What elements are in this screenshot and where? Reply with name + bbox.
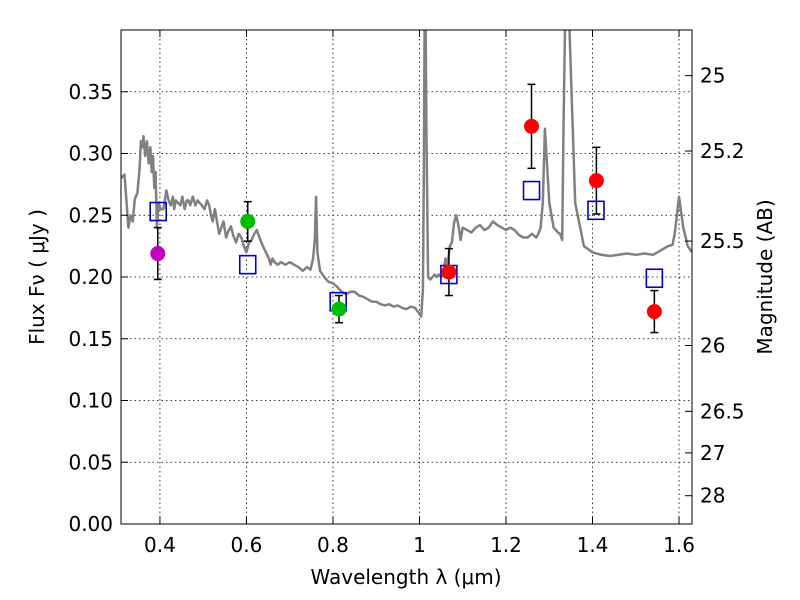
y-tick-label: 0.30 <box>68 142 113 166</box>
x-axis-label: Wavelength λ (μm) <box>310 565 501 589</box>
x-tick-label: 0.6 <box>231 533 263 557</box>
y-tick-label: 0.20 <box>68 265 113 289</box>
y-tick-label: 0.35 <box>68 80 113 104</box>
model-square <box>522 180 541 201</box>
observed-point <box>331 301 347 317</box>
right-tick-label: 25.5 <box>700 229 745 253</box>
observed-point <box>240 213 256 229</box>
right-tick-label: 26 <box>700 333 725 357</box>
right-tick-label: 26.5 <box>700 399 745 423</box>
model-square <box>238 254 257 275</box>
x-tick-label: 0.8 <box>317 533 349 557</box>
y-tick-label: 0.00 <box>68 512 113 536</box>
right-tick-label: 27 <box>700 441 725 465</box>
observed-point <box>588 173 604 189</box>
model-square <box>645 268 664 289</box>
grid <box>121 30 692 525</box>
right-tick-label: 25.2 <box>700 139 745 163</box>
x-tick-label: 1.6 <box>663 533 695 557</box>
y-tick-label: 0.25 <box>68 203 113 227</box>
observed-point <box>441 264 457 280</box>
model-photometry-layer <box>149 180 664 312</box>
x-tick-label: 1 <box>413 533 426 557</box>
observed-point <box>646 304 662 320</box>
tick-layer: 0.4 0.6 0.8 1 1.2 1.4 1.6 0.00 0.05 0.10 0.15 0.20 0… <box>68 30 745 557</box>
y-tick-label: 0.15 <box>68 327 113 351</box>
right-axis-label: Magnitude (AB) <box>753 199 777 354</box>
observed-point <box>524 118 540 134</box>
y-tick-label: 0.10 <box>68 389 113 413</box>
errorbar-layer <box>153 83 659 334</box>
x-tick-label: 1.2 <box>490 533 522 557</box>
y-axis-label: Flux Fν ( μJy ) <box>25 209 49 345</box>
model-square <box>149 201 168 222</box>
right-tick-label: 25 <box>700 64 725 88</box>
spectrum-layer <box>121 30 692 318</box>
right-tick-label: 28 <box>700 484 725 508</box>
observed-point <box>150 246 166 262</box>
x-tick-label: 1.4 <box>577 533 609 557</box>
observed-photometry-layer <box>150 118 662 320</box>
spectrum-line <box>121 30 692 318</box>
y-tick-label: 0.05 <box>68 450 113 474</box>
model-square <box>587 200 605 221</box>
x-tick-label: 0.4 <box>144 533 176 557</box>
